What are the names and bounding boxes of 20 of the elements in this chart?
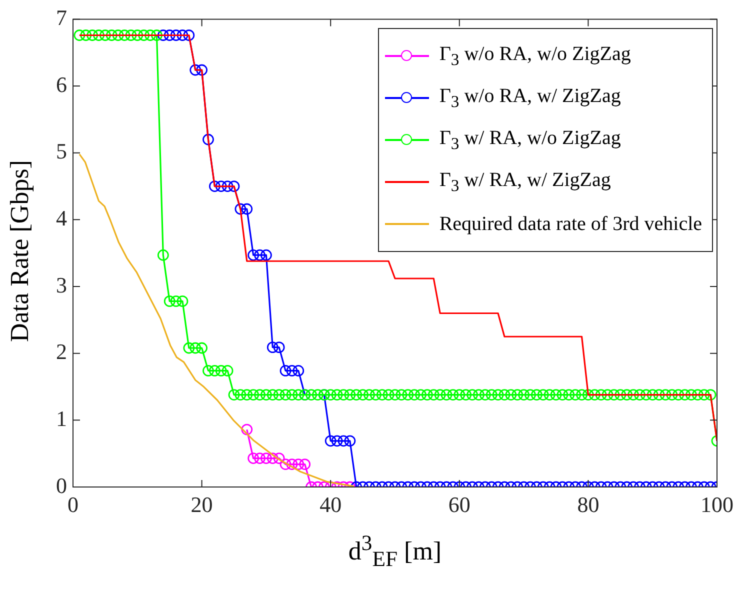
- y-axis-title: Data Rate [Gbps]: [5, 159, 35, 344]
- y-tick-label: 1: [56, 406, 67, 431]
- x-tick-label: 20: [190, 492, 213, 517]
- y-tick-label: 0: [56, 472, 67, 498]
- y-tick-label: 4: [56, 205, 67, 230]
- y-tick-label: 3: [56, 272, 67, 298]
- y-tick-label: 7: [56, 4, 67, 30]
- x-axis-title: d$^{3}$$_{EF}$ [m]: [347, 531, 443, 572]
- x-tick-label: 80: [577, 492, 600, 517]
- y-tick-label: 2: [56, 339, 67, 364]
- legend-label: Γ$_{3}$ w/o RA, w/ ZigZag: [439, 84, 621, 112]
- x-tick-label: 60: [448, 492, 470, 517]
- y-tick-label: 5: [56, 138, 67, 164]
- legend-label: Γ$_{3}$ w/o RA, w/o ZigZag: [439, 42, 631, 70]
- y-tick-label: 6: [56, 72, 67, 97]
- x-tick-label: 100: [700, 492, 734, 517]
- legend-label: Required data rate of 3rd vehicle: [439, 212, 702, 236]
- x-tick-label: 40: [320, 492, 342, 517]
- legend-label: Γ$_{3}$ w/ RA, w/ ZigZag: [439, 168, 611, 196]
- legend-label: Γ$_{3}$ w/ RA, w/o ZigZag: [439, 126, 621, 154]
